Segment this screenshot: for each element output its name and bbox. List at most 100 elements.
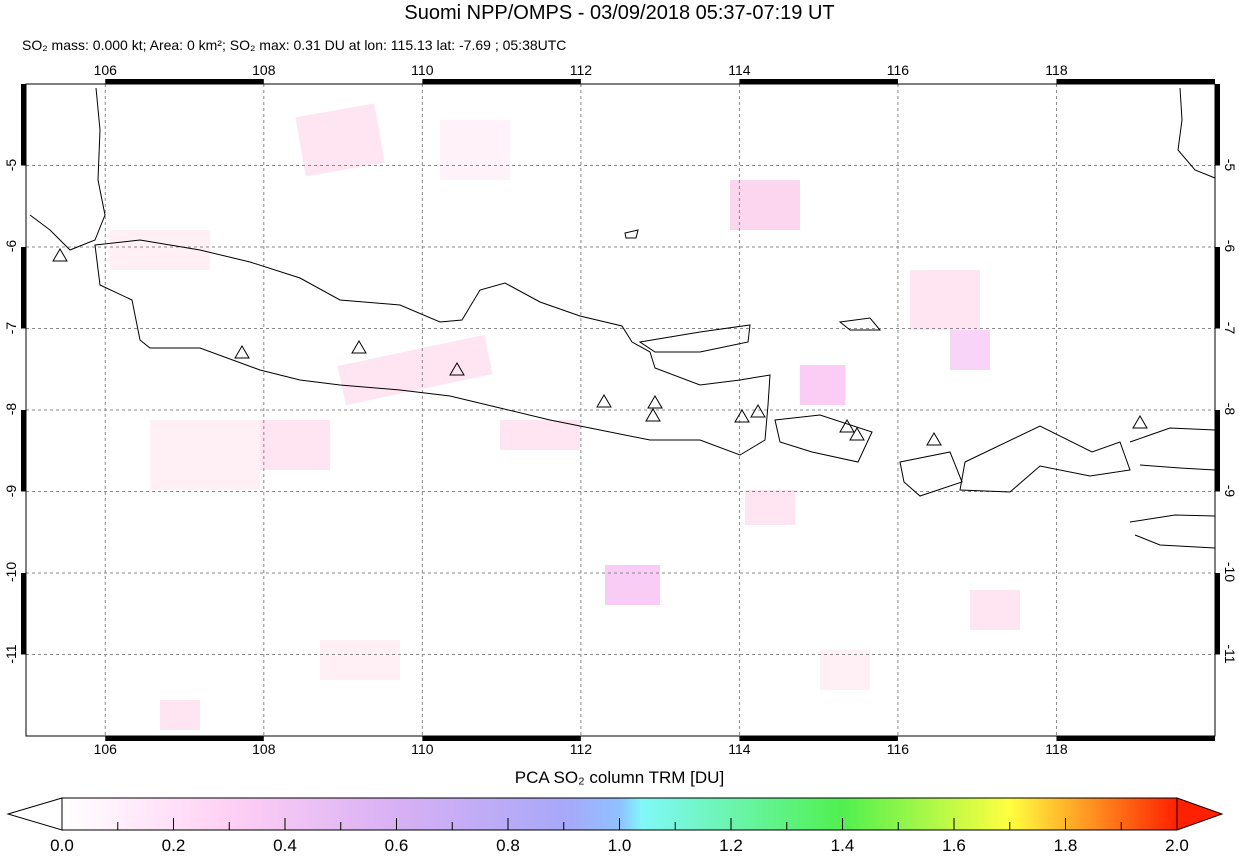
volcano-icon: [839, 419, 855, 433]
lombok-coast: [899, 451, 963, 497]
colorbar-tick-label: 2.0: [1165, 836, 1189, 855]
lon-tick-label-bottom: 108: [252, 741, 276, 757]
volcano-icon: [596, 394, 612, 408]
volcano-icon: [645, 408, 661, 422]
sumbawa-coast: [959, 425, 1131, 493]
scale-bar-segment: [1215, 84, 1220, 166]
bali-coast: [774, 414, 873, 463]
so2-pixel: [295, 103, 385, 177]
volcano-icon: [52, 248, 68, 262]
volcano-icon: [750, 404, 766, 418]
lon-tick-label-top: 112: [569, 62, 593, 78]
lat-tick-label-right: -11: [1222, 643, 1238, 664]
lon-tick-label-top: 106: [93, 62, 117, 78]
lon-tick-label-bottom: 110: [411, 741, 434, 757]
graticule: [26, 84, 1215, 736]
scale-bar-segment: [21, 573, 26, 655]
colorbar-tick-label: 0.4: [273, 836, 297, 855]
volcano-icon: [1132, 415, 1148, 429]
scale-bar-segment: [739, 736, 898, 741]
so2-pixel: [337, 334, 493, 406]
lat-tick-label-left: -11: [3, 643, 19, 664]
scale-bar-segment: [1215, 247, 1220, 329]
sumba-coast: [1129, 514, 1216, 549]
so2-pixel: [730, 180, 800, 230]
frame-scale-bars: [21, 79, 1220, 741]
colorbar: [6, 797, 1224, 831]
so2-pixels: [110, 103, 1020, 730]
so2-pixel: [160, 700, 200, 730]
so2-pixel: [110, 230, 210, 270]
colorbar-tick-label: 1.2: [719, 836, 743, 855]
lon-tick-label-top: 118: [1045, 62, 1068, 78]
lat-tick-label-right: -5: [1222, 158, 1238, 171]
so2-pixel: [605, 565, 660, 605]
colorbar-tick-label: 1.6: [942, 836, 966, 855]
lat-tick-label-right: -8: [1222, 402, 1238, 416]
scale-bar-segment: [422, 79, 581, 84]
java-coast: [94, 239, 771, 456]
volcano-icon: [849, 427, 865, 441]
so2-pixel: [970, 590, 1020, 630]
map-subtitle: SO₂ mass: 0.000 kt; Area: 0 km²; SO₂ max…: [22, 37, 567, 53]
lat-tick-label-left: -9: [3, 484, 19, 497]
so2-pixel: [800, 365, 845, 405]
lat-tick-label-left: -10: [3, 561, 19, 583]
bawean-island: [624, 229, 639, 239]
lat-tick-label-left: -5: [3, 158, 19, 171]
colorbar-tick-label: 0.6: [384, 836, 409, 855]
colorbar-tick-label: 0.2: [161, 836, 186, 855]
lat-tick-label-left: -6: [3, 239, 19, 253]
lat-tick-label-right: -10: [1222, 561, 1238, 583]
lon-tick-label-top: 114: [728, 62, 751, 78]
lat-tick-label-right: -7: [1222, 321, 1238, 334]
madura-coast: [638, 324, 751, 353]
colorbar-tick-label: 1.4: [830, 836, 855, 855]
so2-pixel: [950, 330, 990, 370]
scale-bar-segment: [105, 79, 264, 84]
volcano-icon: [734, 409, 750, 423]
colorbar-under-arrow: [6, 797, 63, 831]
volcano-icon: [647, 395, 663, 409]
lat-tick-label-left: -8: [3, 402, 19, 416]
so2-pixel: [440, 120, 510, 180]
scale-bar-segment: [739, 79, 898, 84]
so2-pixel: [500, 420, 580, 450]
borneo-coast: [1177, 87, 1216, 179]
volcano-icon: [351, 340, 367, 354]
lat-tick-label-left: -7: [3, 321, 19, 334]
scale-bar-segment: [21, 84, 26, 166]
coastlines: [29, 87, 1216, 549]
lon-tick-label-bottom: 118: [1045, 741, 1068, 757]
lon-tick-label-bottom: 114: [728, 741, 751, 757]
scale-bar-segment: [1056, 736, 1215, 741]
scale-bar-segment: [105, 736, 264, 741]
kangean-islands: [838, 317, 882, 331]
scale-bar-segment: [21, 247, 26, 329]
colorbar-ticks: [61, 818, 1178, 830]
colorbar-tick-label: 0.0: [50, 836, 74, 855]
lon-tick-label-bottom: 116: [886, 741, 910, 757]
colorbar-tick-label: 1.8: [1053, 836, 1078, 855]
so2-pixel: [910, 270, 980, 330]
scale-bar-segment: [1056, 79, 1215, 84]
lon-tick-label-bottom: 112: [569, 741, 593, 757]
volcano-icon: [234, 345, 250, 359]
scale-bar-segment: [1215, 410, 1220, 492]
so2-pixel: [745, 490, 795, 525]
flores-coast: [1129, 427, 1216, 471]
volcanoes: [52, 248, 1148, 446]
lon-tick-label-top: 108: [252, 62, 276, 78]
so2-pixel: [260, 420, 330, 470]
scale-bar-segment: [1215, 573, 1220, 655]
colorbar-tick-label: 0.8: [496, 836, 520, 855]
lon-tick-label-top: 110: [411, 62, 434, 78]
colorbar-over-arrow: [1176, 797, 1224, 831]
lon-tick-label-top: 116: [886, 62, 910, 78]
so2-pixel: [820, 650, 870, 690]
scale-bar-segment: [422, 736, 581, 741]
scale-bar-segment: [21, 410, 26, 492]
lat-tick-label-right: -9: [1222, 484, 1238, 497]
lat-tick-label-right: -6: [1222, 239, 1238, 253]
